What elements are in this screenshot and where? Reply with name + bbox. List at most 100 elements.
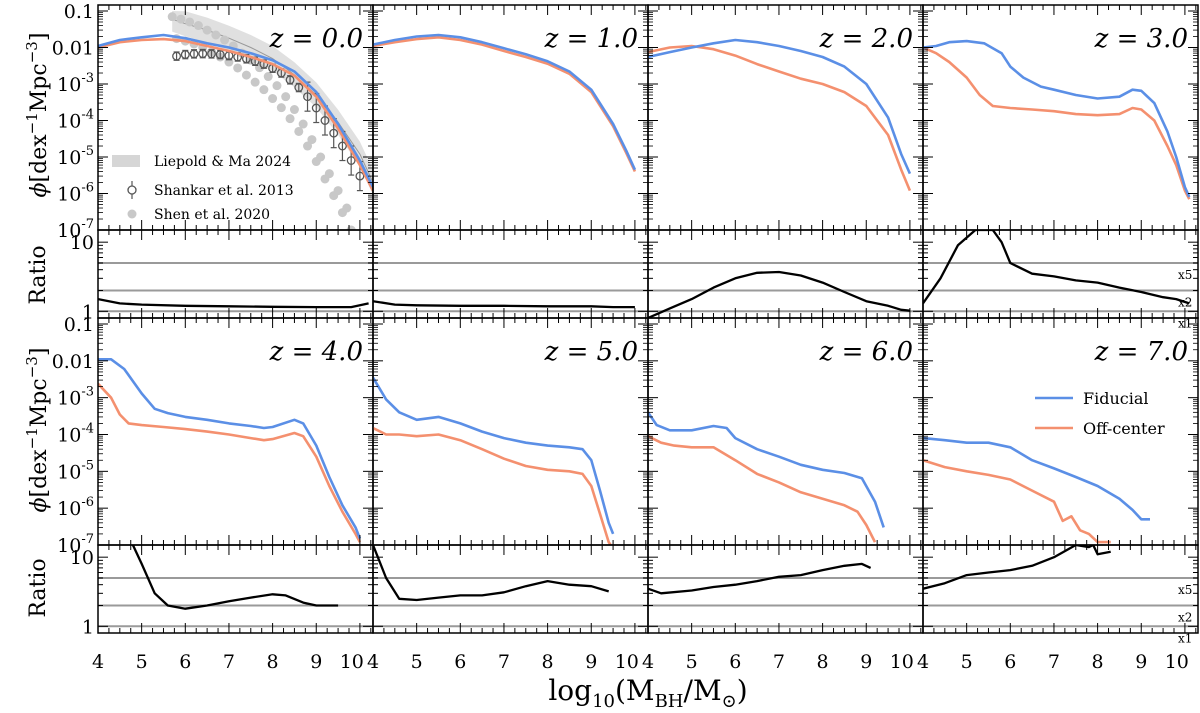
tick-base: 10 bbox=[57, 111, 81, 133]
phi-ylabel-top: ϕ[dex−1Mpc−3] bbox=[23, 33, 52, 198]
x-tick-label: 7 bbox=[223, 651, 235, 673]
y-tick-label: 10-4 bbox=[57, 108, 94, 133]
ratio-tick-label: 10 bbox=[70, 547, 94, 569]
main-data-group bbox=[648, 411, 885, 543]
tick-exponent: -4 bbox=[81, 108, 94, 123]
tick-exponent: -3 bbox=[81, 71, 94, 86]
x-tick-label: 9 bbox=[860, 651, 872, 673]
panel-8: x5 x2 x1 z = 7.0 4 5 6 7 8 9 10 Fiducial Off-center bbox=[917, 317, 1199, 673]
ratio-refline-label: x1 bbox=[1178, 631, 1192, 645]
legend-shen-label: Shen et al. 2020 bbox=[154, 207, 270, 223]
x-tick-label: 8 bbox=[542, 651, 554, 673]
ratio-data-group bbox=[648, 270, 911, 318]
panel-7: z = 6.0 4 5 6 7 8 9 10 bbox=[642, 317, 924, 673]
x-tick-label: 8 bbox=[1092, 651, 1104, 673]
shankar-point bbox=[215, 50, 225, 60]
shen-point bbox=[211, 30, 221, 40]
y-tick-label: 10-7 bbox=[57, 532, 94, 557]
ratio-line bbox=[648, 562, 872, 595]
legend-liepold-label: Liepold & Ma 2024 bbox=[154, 154, 291, 170]
x-tick-label: 8 bbox=[267, 651, 279, 673]
y-tick-label: 10-7 bbox=[57, 217, 94, 242]
tick-exponent: -7 bbox=[81, 532, 94, 547]
y-tick-label: 0.1 bbox=[64, 1, 94, 23]
shen-point bbox=[342, 203, 352, 213]
shankar-point bbox=[172, 51, 182, 61]
xlabel-sub1: 10 bbox=[592, 691, 615, 712]
ratio-tick-label: 10 bbox=[70, 232, 94, 254]
x-tick-label: 4 bbox=[92, 651, 104, 673]
shankar-point bbox=[346, 156, 356, 165]
shankar-point bbox=[285, 75, 295, 85]
x-tick-label: 10 bbox=[340, 651, 364, 673]
xlabel-sub2: BH bbox=[655, 691, 684, 712]
x-tick-label: 5 bbox=[686, 651, 698, 673]
fiducial-line bbox=[98, 358, 362, 539]
panel-2: z = 1.0 bbox=[372, 4, 649, 319]
offcenter-line bbox=[373, 426, 613, 545]
tick-base: 10 bbox=[57, 498, 81, 520]
main-data-group bbox=[373, 33, 637, 173]
y-tick-label: 10-6 bbox=[57, 181, 94, 206]
shen-point bbox=[289, 105, 299, 115]
offcenter-line bbox=[923, 458, 1111, 544]
shen-point bbox=[193, 21, 203, 31]
x-tick-label: 4 bbox=[367, 651, 379, 673]
tick-exponent: -6 bbox=[81, 181, 94, 196]
tick-base: 10 bbox=[57, 74, 81, 96]
y-tick-label: 10-5 bbox=[57, 144, 94, 169]
ratio-line bbox=[373, 300, 635, 309]
y-tick-label: 10-6 bbox=[57, 495, 94, 520]
xlabel-post: ) bbox=[737, 674, 748, 707]
tick-base: 10 bbox=[57, 220, 81, 242]
offcenter-line bbox=[648, 44, 912, 192]
fiducial-line bbox=[648, 38, 912, 175]
shankar-point bbox=[189, 49, 199, 59]
ratio-data-group bbox=[98, 297, 369, 309]
shen-point bbox=[241, 70, 251, 80]
x-tick-label: 9 bbox=[310, 651, 322, 673]
ratio-refline-label: x5 bbox=[1178, 268, 1192, 282]
y-tick-label: 0.01 bbox=[52, 351, 94, 373]
ratio-data-group bbox=[923, 545, 1111, 590]
main-data-group bbox=[648, 38, 912, 192]
redshift-label: z = 0.0 bbox=[269, 24, 363, 54]
tick-exponent: -5 bbox=[81, 458, 94, 473]
redshift-label: z = 2.0 bbox=[819, 24, 913, 54]
ratio-tick-label: 1 bbox=[82, 616, 94, 638]
shen-point bbox=[324, 169, 334, 179]
labels-layer: Ratio Ratio ϕ[dex−1Mpc−3] ϕ[dex−1Mpc−3] … bbox=[23, 33, 748, 712]
shen-point bbox=[276, 103, 286, 113]
redshift-label: z = 5.0 bbox=[544, 337, 638, 367]
tick-exponent: -3 bbox=[81, 385, 94, 400]
main-data-group bbox=[923, 436, 1150, 544]
panel-1: z = 0.00.10.0110-310-410-510-610-7101Lie… bbox=[52, 1, 374, 323]
tick-exponent: -6 bbox=[81, 495, 94, 510]
shen-point bbox=[176, 14, 186, 24]
shen-point bbox=[294, 126, 304, 136]
shen-point bbox=[298, 119, 308, 129]
x-tick-label: 5 bbox=[136, 651, 148, 673]
panel-3: z = 2.0 bbox=[647, 4, 924, 319]
shen-point bbox=[268, 94, 278, 104]
fiducial-line bbox=[373, 376, 615, 535]
ratio-ylabel-top: Ratio bbox=[26, 245, 51, 304]
shankar-point bbox=[355, 171, 365, 181]
x-tick-label: 5 bbox=[961, 651, 973, 673]
shen-point bbox=[307, 135, 317, 145]
ratio-line bbox=[98, 297, 369, 309]
ylabel-pre: [dex bbox=[27, 134, 52, 183]
panels-layer: z = 0.00.10.0110-310-410-510-610-7101Lie… bbox=[52, 1, 1199, 673]
ratio-line bbox=[131, 545, 339, 610]
x-tick-label: 10 bbox=[1165, 651, 1189, 673]
x-tick-label: 10 bbox=[890, 651, 914, 673]
offcenter-line bbox=[923, 46, 1191, 200]
legend-offcenter-label: Off-center bbox=[1083, 419, 1165, 438]
x-axis-title: log10(MBH/M⊙) bbox=[548, 674, 747, 712]
shen-point bbox=[167, 12, 177, 22]
shankar-point bbox=[207, 49, 216, 59]
panel-6: z = 5.0 4 5 6 7 8 9 10 bbox=[367, 317, 649, 673]
main-data-group bbox=[923, 39, 1191, 200]
